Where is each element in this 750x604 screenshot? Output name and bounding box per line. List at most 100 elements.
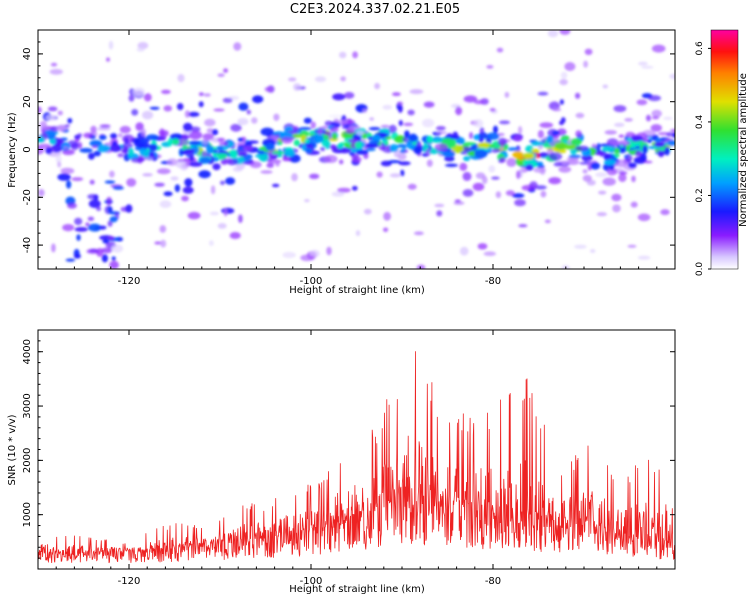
heatmap-cell (413, 231, 424, 236)
heatmap-cell (397, 135, 405, 140)
heatmap-cell (181, 134, 190, 140)
heatmap-x-tick-label: -120 (118, 276, 141, 287)
heatmap-cell (614, 122, 625, 127)
heatmap-cell (163, 191, 173, 197)
heatmap-cell (67, 202, 77, 209)
heatmap-cell (409, 133, 418, 142)
heatmap-y-tick-label: -40 (22, 237, 33, 253)
heatmap-cell (309, 249, 320, 258)
heatmap-cell (145, 156, 154, 161)
snr-y-tick-label: 1000 (22, 502, 33, 527)
heatmap-cell (331, 191, 345, 197)
heatmap-cell (108, 40, 114, 50)
heatmap-cell (273, 113, 280, 122)
figure-title: C2E3.2024.337.02.21.E05 (289, 2, 461, 17)
heatmap-cell (355, 149, 369, 155)
heatmap-cell (122, 134, 135, 144)
heatmap-cell (537, 161, 544, 167)
heatmap-y-tick-label: 0 (22, 146, 33, 152)
heatmap-cell (624, 154, 633, 162)
heatmap-cell (333, 118, 339, 123)
colorbar (710, 29, 739, 270)
heatmap-cell (225, 177, 236, 185)
heatmap-cell (416, 264, 426, 269)
heatmap-cell (126, 178, 137, 187)
heatmap-cell (160, 239, 167, 248)
heatmap-cell (87, 216, 95, 221)
heatmap-cell (305, 147, 313, 154)
heatmap-cell (473, 119, 484, 128)
heatmap-cell (65, 258, 76, 262)
heatmap-cell (488, 165, 496, 173)
heatmap-cell (514, 199, 526, 207)
snr-y-tick-label: 4000 (22, 339, 33, 364)
heatmap-cell (101, 254, 108, 263)
heatmap-cell (142, 110, 154, 120)
heatmap-cell (613, 147, 621, 154)
heatmap-cell (223, 208, 228, 217)
heatmap-cell (552, 108, 562, 112)
heatmap-cell (611, 193, 622, 202)
heatmap-cell (62, 149, 75, 156)
heatmap-cell (111, 256, 116, 261)
heatmap-cell (495, 191, 502, 199)
heatmap-cell (109, 260, 119, 269)
heatmap-cell (493, 125, 498, 134)
heatmap-cell (491, 148, 501, 154)
heatmap-cell (106, 57, 110, 62)
heatmap-cell (516, 170, 521, 179)
heatmap-cell (616, 159, 628, 168)
heatmap-cell (329, 126, 339, 133)
heatmap-cell (328, 114, 343, 118)
heatmap-cell (624, 118, 633, 122)
heatmap-cell (64, 124, 70, 128)
heatmap-cell (66, 180, 72, 189)
heatmap-cell (486, 65, 494, 69)
heatmap-cell (397, 101, 404, 106)
heatmap-cell (560, 71, 568, 79)
heatmap-cell (130, 157, 145, 163)
heatmap-cell (404, 130, 410, 138)
heatmap-cell (672, 132, 675, 138)
heatmap-cell (217, 137, 226, 142)
heatmap-cell (238, 214, 243, 223)
heatmap-cell (206, 145, 214, 155)
heatmap-cell (47, 106, 58, 112)
heatmap-cell (320, 146, 326, 152)
heatmap-cell (217, 73, 225, 77)
heatmap-cell (351, 185, 358, 191)
heatmap-cell (154, 241, 162, 245)
heatmap-cell (151, 156, 157, 162)
heatmap-cell (280, 136, 294, 144)
heatmap-cell (518, 126, 523, 135)
heatmap-cell (602, 84, 609, 89)
snr-axes: -120 -100 -80 1000 2000 3000 4000 (22, 329, 676, 587)
heatmap-cell (362, 108, 368, 113)
heatmap-cell (104, 180, 116, 184)
snr-x-tick-label: -80 (485, 576, 501, 587)
heatmap-cell (282, 251, 296, 259)
heatmap-cell (271, 151, 285, 155)
heatmap-cell (388, 124, 397, 134)
heatmap-cell (266, 162, 274, 168)
heatmap-cell (101, 247, 113, 254)
heatmap-cell (564, 62, 576, 71)
heatmap-cell (209, 240, 214, 247)
heatmap-cell (429, 149, 439, 155)
heatmap-cell (547, 30, 559, 38)
heatmap-cell (218, 142, 229, 146)
heatmap-cell (184, 178, 193, 187)
heatmap-cell (119, 125, 131, 134)
heatmap-cell (497, 137, 508, 147)
heatmap-cell (221, 207, 235, 214)
heatmap-cell (397, 143, 408, 148)
heatmap-cell (293, 83, 301, 91)
colorbar-ticks: 0.0 0.2 0.4 0.6 (695, 41, 711, 276)
heatmap-cell (463, 156, 471, 162)
heatmap-cell (56, 139, 65, 144)
heatmap-cell (222, 97, 233, 103)
heatmap-cell (236, 142, 245, 146)
heatmap-cell (566, 159, 580, 165)
heatmap-cell (512, 151, 524, 159)
heatmap-cell (397, 153, 407, 161)
